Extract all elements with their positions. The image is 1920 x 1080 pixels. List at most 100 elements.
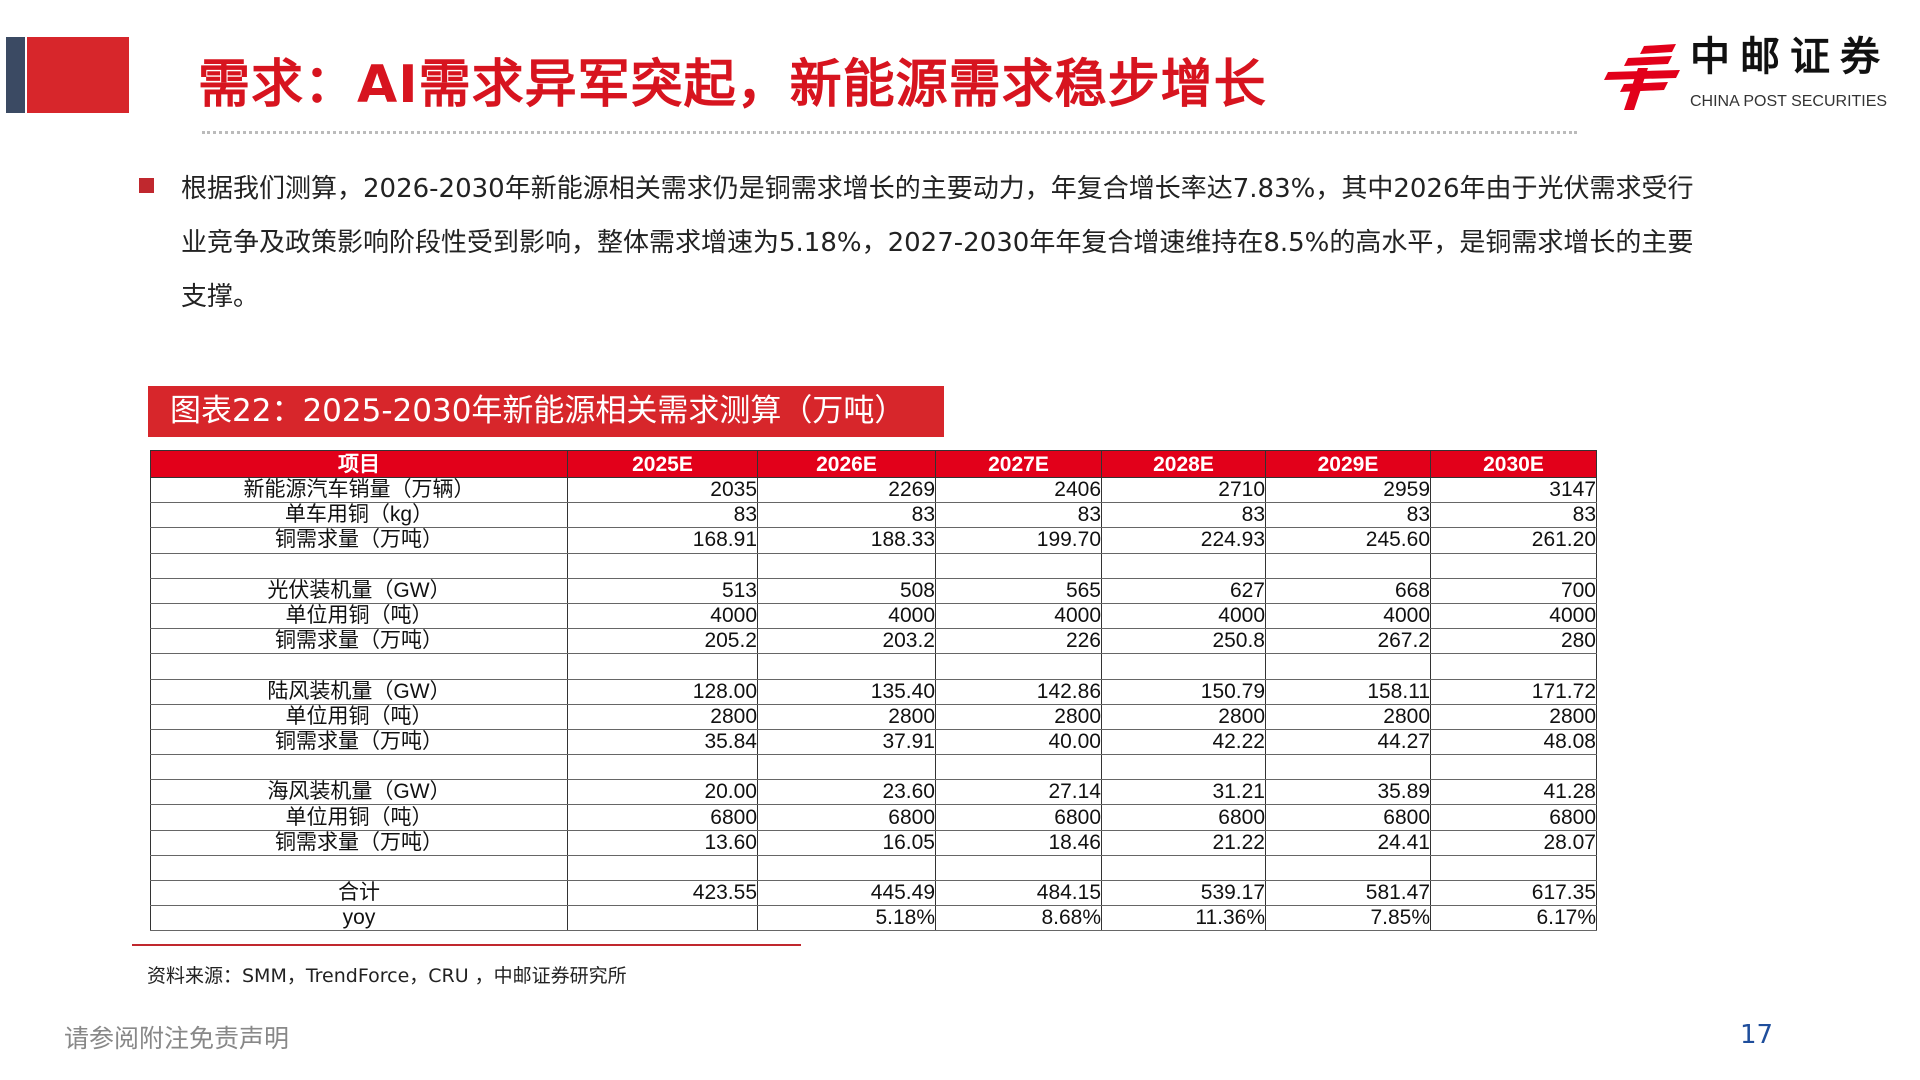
table-row: 陆风装机量（GW） 128.00 135.40 142.86 150.79 158.11 1… xyxy=(150,679,1597,705)
table-cell xyxy=(757,553,936,579)
table-cell: 40.00 xyxy=(935,729,1102,756)
row-label xyxy=(150,653,568,680)
row-label: 单位用铜（吨） xyxy=(150,603,568,630)
row-label: 单位用铜（吨） xyxy=(150,804,568,831)
table-cell: 188.33 xyxy=(757,527,936,554)
table-cell xyxy=(1101,653,1266,680)
table-header-row: 项目 2025E 2026E 2027E 2028E 2029E 2030E xyxy=(150,450,1597,478)
table-row: 铜需求量（万吨） 168.91 188.33 199.70 224.93 245.60 26… xyxy=(150,527,1597,554)
row-label: 铜需求量（万吨） xyxy=(150,729,568,756)
table-cell: 168.91 xyxy=(567,527,758,554)
table-cell: 6800 xyxy=(1430,804,1597,831)
table-cell: 42.22 xyxy=(1101,729,1266,756)
table-cell xyxy=(1265,855,1431,882)
table-cell: 627 xyxy=(1101,578,1266,604)
table-cell: 199.70 xyxy=(935,527,1102,554)
table-cell xyxy=(757,855,936,882)
table-cell: 128.00 xyxy=(567,679,758,705)
table-cell xyxy=(1101,553,1266,579)
table-cell: 513 xyxy=(567,578,758,604)
table-cell: 565 xyxy=(935,578,1102,604)
table-row xyxy=(150,754,1597,781)
table-cell: 83 xyxy=(1430,502,1597,529)
table-cell: 4000 xyxy=(1265,603,1431,630)
table-cell: 2800 xyxy=(1101,704,1266,730)
table-row xyxy=(150,553,1597,579)
table-cell xyxy=(567,653,758,680)
table-cell: 35.89 xyxy=(1265,779,1431,806)
table-row xyxy=(150,653,1597,680)
column-header: 2029E xyxy=(1265,450,1431,478)
row-label: 铜需求量（万吨） xyxy=(150,628,568,655)
table-cell xyxy=(1265,754,1431,781)
title-divider xyxy=(202,131,1577,134)
table-cell: 539.17 xyxy=(1101,880,1266,907)
table-row: 新能源汽车销量（万辆） 2035 2269 2406 2710 2959 3147 xyxy=(150,477,1597,504)
table-cell: 31.21 xyxy=(1101,779,1266,806)
table-cell xyxy=(935,855,1102,882)
table-cell: 4000 xyxy=(1101,603,1266,630)
table-cell: 16.05 xyxy=(757,830,936,856)
table-cell xyxy=(567,553,758,579)
table-row: yoy 5.18% 8.68% 11.36% 7.85% 6.17% xyxy=(150,905,1597,932)
table-cell: 484.15 xyxy=(935,880,1102,907)
table-cell: 21.22 xyxy=(1101,830,1266,856)
table-cell: 4000 xyxy=(935,603,1102,630)
table-cell: 581.47 xyxy=(1265,880,1431,907)
table-cell: 423.55 xyxy=(567,880,758,907)
table-cell: 4000 xyxy=(757,603,936,630)
company-logo: 中邮证券 CHINA POST SECURITIES xyxy=(1604,34,1904,118)
table-cell xyxy=(757,754,936,781)
table-cell: 4000 xyxy=(1430,603,1597,630)
page-number: 17 xyxy=(1740,1020,1774,1050)
table-cell xyxy=(935,553,1102,579)
column-header: 2026E xyxy=(757,450,936,478)
column-header: 项目 xyxy=(150,450,568,478)
row-label: 单位用铜（吨） xyxy=(150,704,568,730)
table-cell: 7.85% xyxy=(1265,905,1431,932)
bullet-square-icon xyxy=(139,178,154,193)
table-cell: 700 xyxy=(1430,578,1597,604)
table-cell: 6800 xyxy=(567,804,758,831)
table-cell: 11.36% xyxy=(1101,905,1266,932)
table-cell: 2406 xyxy=(935,477,1102,504)
table-cell: 2959 xyxy=(1265,477,1431,504)
body-paragraph: 根据我们测算，2026-2030年新能源相关需求仍是铜需求增长的主要动力，年复合… xyxy=(181,174,1694,312)
table-cell xyxy=(1430,553,1597,579)
row-label xyxy=(150,553,568,579)
table-cell: 2800 xyxy=(1430,704,1597,730)
table-cell: 5.18% xyxy=(757,905,936,932)
table-cell: 445.49 xyxy=(757,880,936,907)
column-header: 2025E xyxy=(567,450,758,478)
table-cell: 142.86 xyxy=(935,679,1102,705)
row-label xyxy=(150,754,568,781)
table-cell: 2269 xyxy=(757,477,936,504)
table-row: 单车用铜（kg） 83 83 83 83 83 83 xyxy=(150,502,1597,529)
disclaimer-note: 请参阅附注免责声明 xyxy=(64,1024,290,1053)
table-cell: 2710 xyxy=(1101,477,1266,504)
table-cell: 261.20 xyxy=(1430,527,1597,554)
table-cell xyxy=(567,905,758,932)
table-cell: 6800 xyxy=(1101,804,1266,831)
table-cell: 224.93 xyxy=(1101,527,1266,554)
table-cell xyxy=(935,754,1102,781)
row-label: 海风装机量（GW） xyxy=(150,779,568,806)
demand-table: 项目 2025E 2026E 2027E 2028E 2029E 2030E 新能源汽车销量… xyxy=(150,450,1597,932)
logo-chinese-name: 中邮证券 xyxy=(1690,34,1890,80)
table-cell xyxy=(757,653,936,680)
table-cell: 158.11 xyxy=(1265,679,1431,705)
table-cell: 508 xyxy=(757,578,936,604)
table-cell: 83 xyxy=(757,502,936,529)
table-cell: 20.00 xyxy=(567,779,758,806)
row-label: 新能源汽车销量（万辆） xyxy=(150,477,568,504)
table-cell: 135.40 xyxy=(757,679,936,705)
table-cell: 6800 xyxy=(757,804,936,831)
table-cell xyxy=(1430,653,1597,680)
source-note: 资料来源：SMM，TrendForce，CRU ，中邮证券研究所 xyxy=(147,965,627,987)
table-cell xyxy=(935,653,1102,680)
table-row: 铜需求量（万吨） 205.2 203.2 226 250.8 267.2 280 xyxy=(150,628,1597,655)
table-cell: 83 xyxy=(1101,502,1266,529)
table-cell xyxy=(1430,754,1597,781)
table-cell: 48.08 xyxy=(1430,729,1597,756)
row-label xyxy=(150,855,568,882)
